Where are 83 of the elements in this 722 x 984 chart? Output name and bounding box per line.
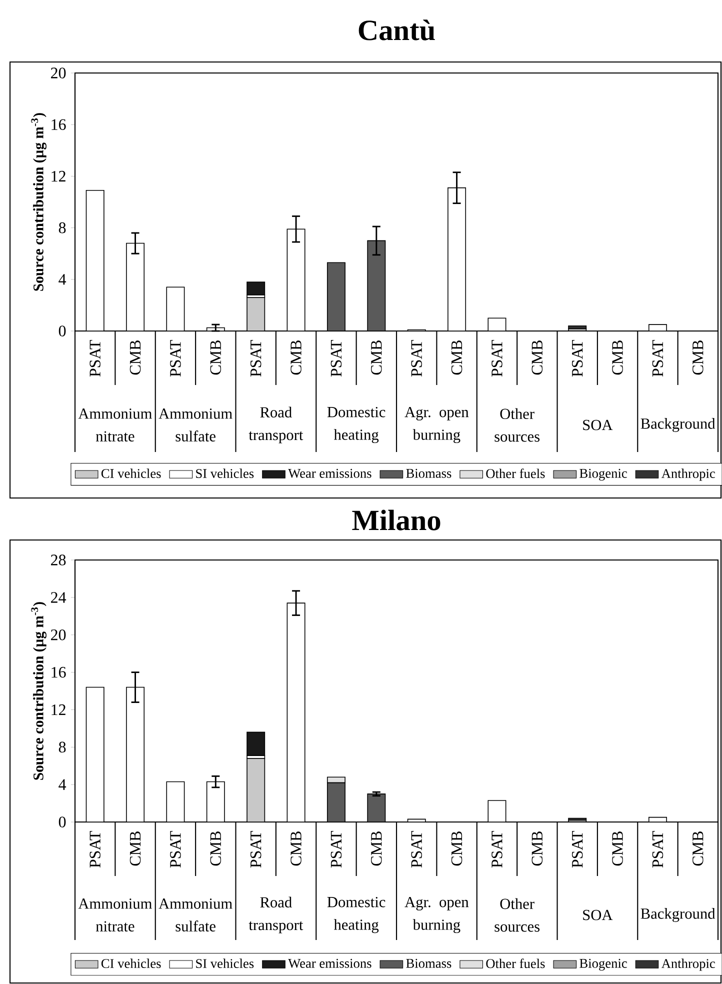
y-tick-label: 16	[52, 119, 66, 130]
text: Agr. open burning	[404, 896, 469, 934]
x-tick-label: CMB	[532, 832, 543, 866]
x-tick-label: PSAT	[492, 830, 502, 868]
x-tick-label: PSAT	[411, 340, 422, 377]
text: Agr. open burning	[404, 406, 469, 444]
x-tick-label: CMB	[692, 832, 704, 866]
text: Road transport	[248, 406, 304, 444]
text: Background	[640, 908, 716, 922]
legend-label: Other fuels	[486, 958, 545, 968]
text: Road transport	[248, 896, 304, 934]
x-tick-label: PSAT	[330, 340, 342, 377]
legend-label: CI vehicles	[101, 468, 161, 478]
legend-label: Anthropic	[661, 958, 715, 971]
x-tick-label: PSAT	[572, 340, 583, 377]
legend-label: Other fuels	[486, 468, 545, 478]
x-tick-label: PSAT	[170, 830, 181, 868]
x-tick-label: CMB	[371, 340, 382, 375]
x-tick-label: CMB	[371, 832, 382, 866]
x-tick-label: PSAT	[250, 830, 262, 868]
text: SOA	[583, 910, 613, 920]
y-tick-label: 24	[51, 592, 66, 603]
legend-label: SI vehicles	[196, 958, 254, 968]
text: Ammonium nitrate	[78, 898, 152, 932]
x-tick-label: PSAT	[250, 340, 262, 377]
legend-label: Wear emissions	[288, 958, 372, 968]
legend-label: Biogenic	[580, 468, 627, 481]
x-tick-label: PSAT	[492, 340, 502, 377]
x-tick-label: CMB	[451, 340, 462, 375]
y-tick-label: 0	[58, 816, 66, 828]
x-tick-label: PSAT	[90, 340, 100, 377]
text: Background	[640, 418, 716, 432]
x-tick-label: CMB	[612, 340, 623, 375]
legend-label: Biomass	[406, 468, 452, 478]
legend-label: Biomass	[406, 958, 452, 968]
x-tick-label: CMB	[692, 340, 704, 375]
legend-label: Wear emissions	[288, 468, 372, 478]
bar	[568, 325, 587, 329]
y-tick-label: 12	[52, 704, 66, 716]
text: Ammonium sulfate	[158, 898, 232, 932]
x-tick-label: PSAT	[90, 830, 100, 868]
x-tick-label: PSAT	[572, 830, 583, 868]
x-tick-label: CMB	[210, 340, 222, 375]
text: Other sources	[494, 408, 540, 442]
text: Ammonium sulfate	[158, 408, 232, 442]
x-tick-label: CMB	[532, 340, 543, 375]
text: Domestic heating	[327, 406, 386, 444]
text: Ammonium nitrate	[78, 408, 152, 442]
x-tick-label: CMB	[612, 832, 623, 866]
y-tick-label: 28	[51, 554, 66, 566]
y-tick-label: 12	[52, 170, 66, 182]
bar	[246, 732, 266, 756]
chart-title: Cantù	[358, 20, 435, 40]
x-tick-label: CMB	[210, 832, 222, 866]
text: SOA	[583, 420, 613, 430]
y-tick-label: 20	[51, 629, 66, 640]
x-tick-label: PSAT	[652, 830, 664, 868]
y-tick-label: 0	[58, 326, 66, 336]
text: Other sources	[494, 898, 540, 932]
x-tick-label: CMB	[290, 340, 302, 375]
x-tick-label: PSAT	[330, 830, 342, 868]
y-tick-label: 16	[52, 666, 66, 678]
legend-label: Biogenic	[580, 958, 627, 971]
legend-label: Anthropic	[661, 468, 715, 481]
y-axis-title: Source contribution (µg m$^{-3}$)	[31, 113, 46, 291]
y-tick-label: 4	[58, 779, 66, 790]
x-tick-label: CMB	[290, 832, 302, 866]
x-tick-label: CMB	[130, 340, 141, 375]
y-tick-label: 4	[58, 274, 66, 285]
bar	[246, 282, 266, 296]
x-tick-label: CMB	[130, 832, 141, 866]
x-tick-label: PSAT	[170, 340, 181, 377]
y-axis-title: Source contribution (µg m$^{-3}$)	[31, 602, 46, 780]
x-tick-label: PSAT	[652, 340, 664, 377]
y-tick-label: 8	[58, 742, 66, 753]
x-tick-label: PSAT	[411, 830, 422, 868]
y-tick-label: 20	[51, 68, 66, 78]
legend-label: CI vehicles	[101, 958, 161, 968]
text: Domestic heating	[327, 896, 386, 934]
y-tick-label: 8	[58, 222, 66, 234]
chart-title: Milano	[352, 510, 440, 530]
legend-label: SI vehicles	[196, 468, 254, 478]
x-tick-label: CMB	[451, 832, 462, 866]
